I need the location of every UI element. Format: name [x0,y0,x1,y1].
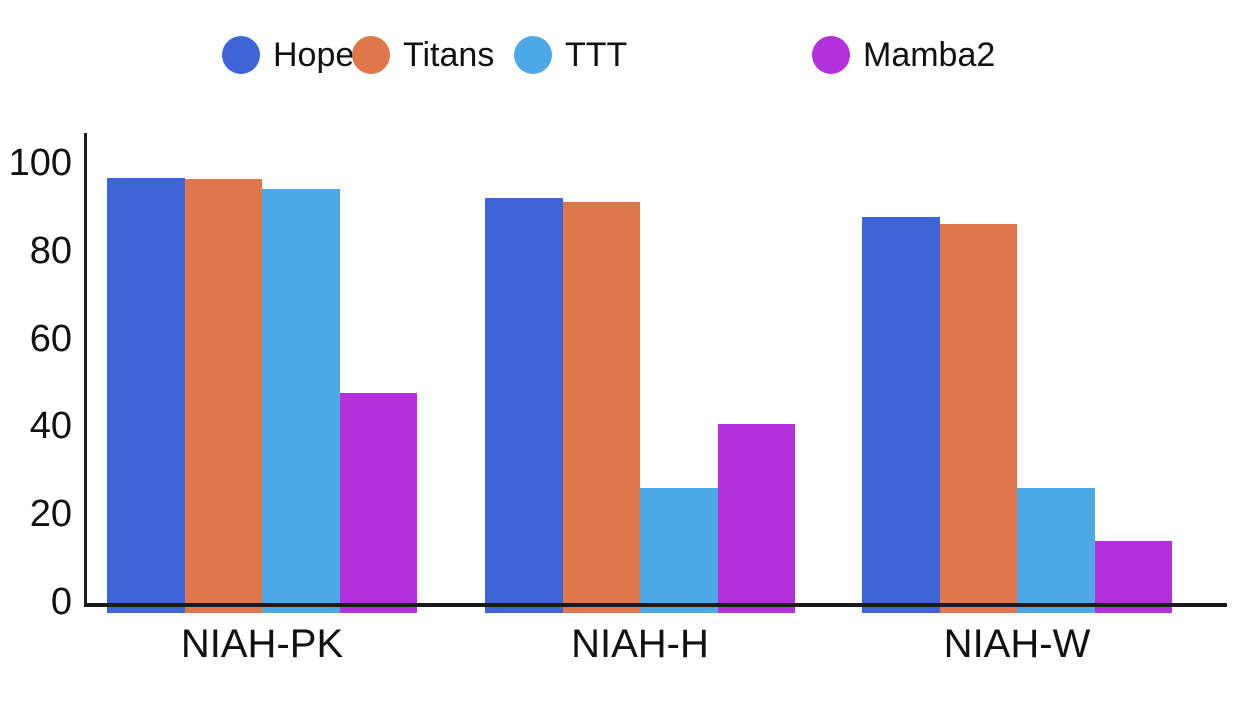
bar-mamba2-niah-pk [339,393,417,613]
y-tick-label-0: 0 [50,581,72,623]
legend-item-hope: Hope [222,36,354,74]
legend-swatch-titans [352,36,390,74]
y-tick-label-100: 100 [8,142,72,184]
y-tick-label-60: 60 [29,317,72,360]
bar-titans-niah-w [939,223,1017,613]
legend-label-mamba2: Mamba2 [863,36,996,74]
legend-item-titans: Titans [352,36,494,74]
y-axis-line [84,133,87,607]
bar-ttt-niah-w [1017,487,1095,613]
bar-hope-niah-h [485,198,563,613]
y-tick-label-20: 20 [29,493,72,536]
legend-swatch-ttt [514,36,552,74]
x-label-niah-h: NIAH-H [571,622,709,666]
legend-label-titans: Titans [403,36,495,74]
x-label-niah-w: NIAH-W [943,622,1091,666]
bar-titans-niah-h [562,201,640,613]
legend-swatch-mamba2 [812,36,850,74]
bar-mamba2-niah-w [1094,541,1172,613]
x-axis-line [84,603,1227,607]
bar-hope-niah-pk [107,177,185,613]
bar-titans-niah-pk [184,179,262,613]
x-label-niah-pk: NIAH-PK [180,622,344,666]
bar-mamba2-niah-h [717,424,795,613]
legend-item-mamba2: Mamba2 [812,36,995,74]
legend-item-ttt: TTT [514,36,627,74]
legend-label-ttt: TTT [565,36,628,74]
bar-hope-niah-w [862,217,940,613]
bar-ttt-niah-h [640,487,718,613]
legend-label-hope: Hope [273,36,355,74]
y-tick-label-40: 40 [29,405,72,448]
legend-swatch-hope [222,36,260,74]
bar-ttt-niah-pk [262,189,340,613]
y-tick-label-80: 80 [29,229,72,272]
